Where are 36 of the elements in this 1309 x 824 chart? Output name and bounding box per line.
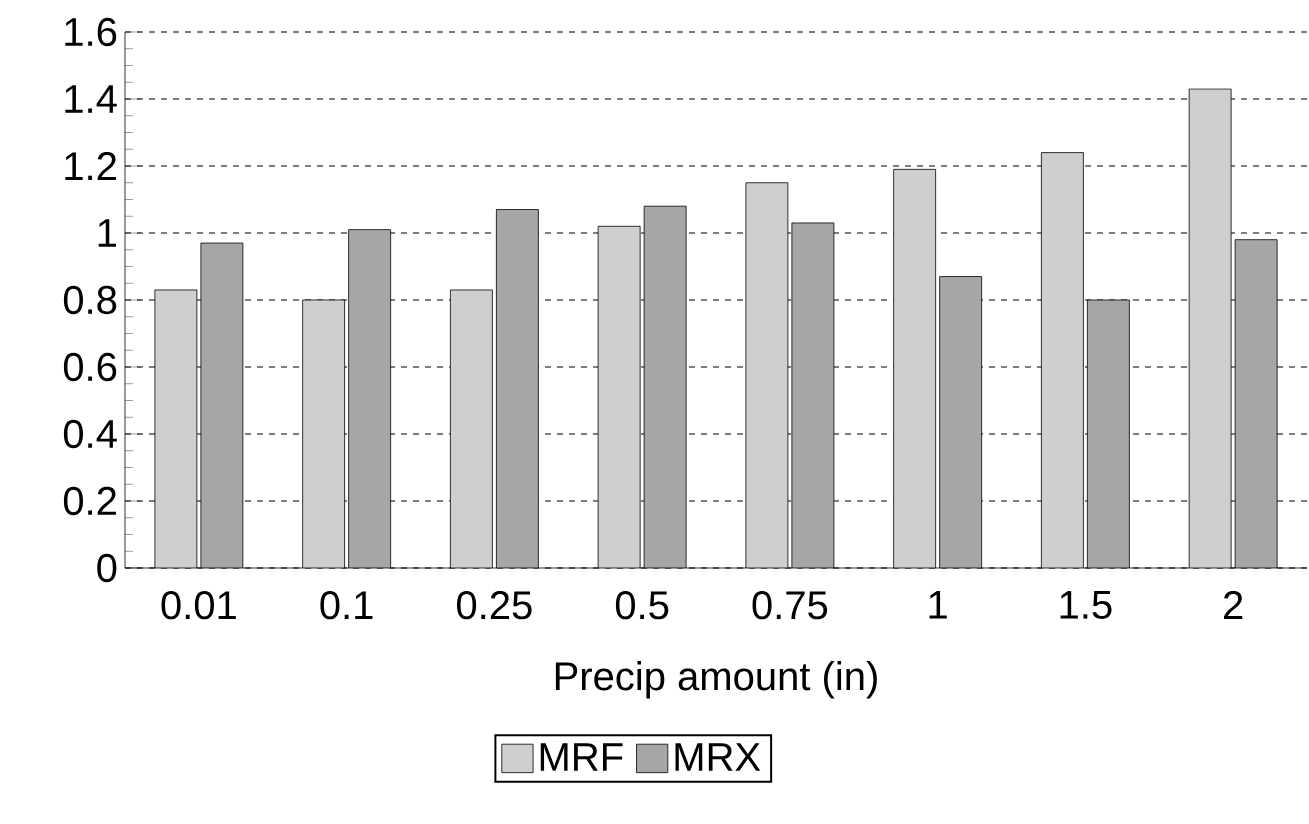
- y-tick-label: 1.6: [65, 17, 117, 47]
- bar: [791, 222, 834, 568]
- bar: [450, 289, 493, 568]
- x-tick-label: 2: [1224, 591, 1243, 619]
- x-tick-label: 0.75: [752, 591, 828, 620]
- bar: [644, 206, 687, 568]
- x-tick-label: 0.01: [161, 591, 236, 620]
- legend-label: MRX: [675, 743, 761, 771]
- bar: [745, 182, 788, 568]
- y-tick-label: 0: [97, 553, 117, 583]
- bar: [348, 229, 391, 568]
- x-tick-label: 1.5: [1060, 591, 1112, 619]
- x-tick-label: 0.5: [615, 591, 669, 620]
- bar: [496, 209, 539, 568]
- bar: [939, 276, 982, 568]
- x-tick-label: 0.25: [457, 591, 532, 620]
- bar: [200, 243, 243, 568]
- legend-label: MRF: [540, 743, 623, 771]
- y-tick-label: 1.2: [65, 152, 116, 180]
- bar: [302, 300, 345, 568]
- bar: [1234, 239, 1278, 568]
- y-tick-label: 0.2: [63, 486, 116, 516]
- x-axis-title: Precip amount (in): [555, 661, 877, 699]
- y-tick-label: 0.8: [63, 285, 117, 315]
- bar: [1188, 88, 1232, 568]
- y-tick-label: 1: [98, 219, 116, 247]
- bar: [893, 169, 936, 568]
- bar: [154, 289, 197, 568]
- bar: [1041, 152, 1084, 568]
- bar: [1087, 300, 1130, 568]
- x-tick-label: 1: [929, 591, 947, 619]
- y-tick-label: 1.4: [65, 85, 117, 113]
- y-tick-label: 0.6: [63, 352, 117, 382]
- bar: [598, 226, 641, 568]
- x-tick-label: 0.1: [320, 591, 373, 620]
- y-tick-label: 0.4: [63, 419, 117, 449]
